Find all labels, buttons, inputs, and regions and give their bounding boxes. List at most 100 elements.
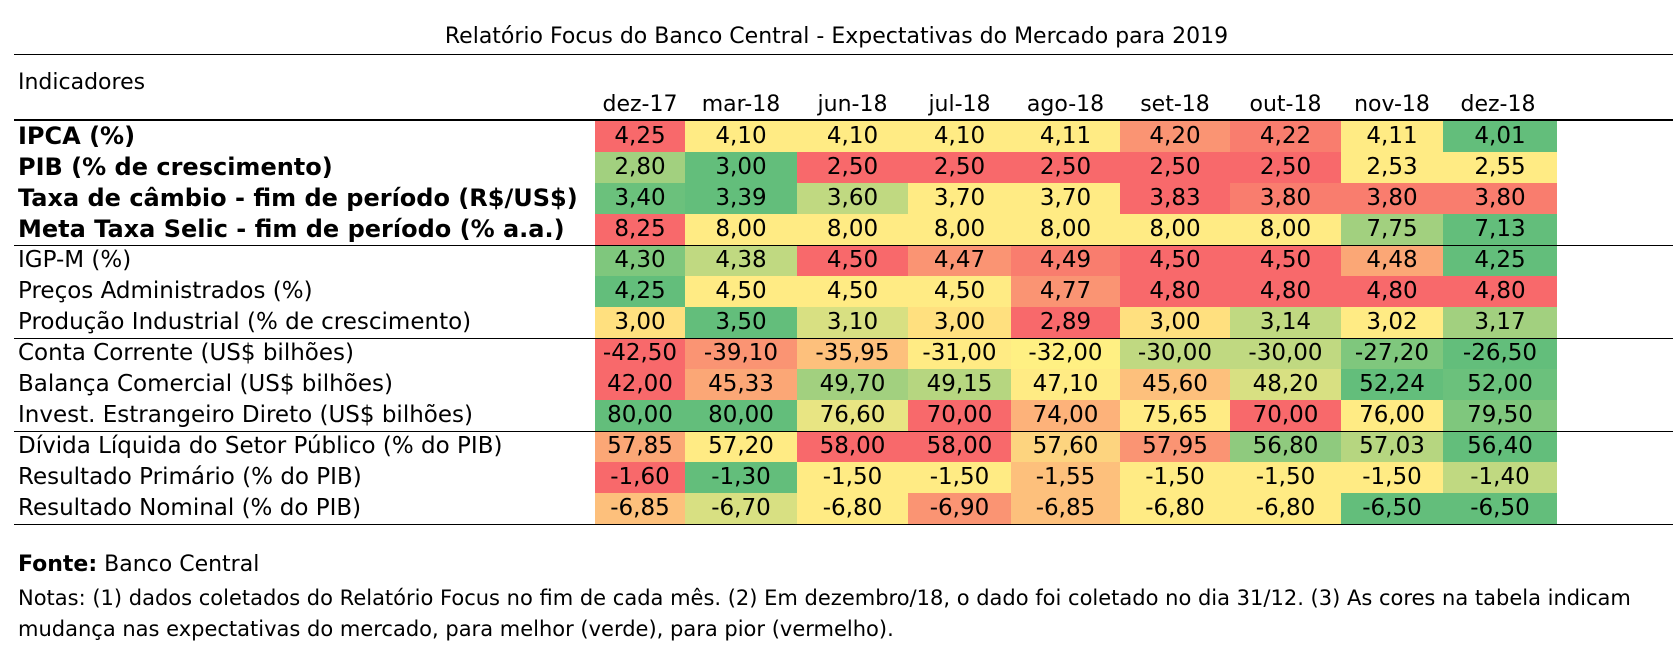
table-cell: 75,65 xyxy=(1120,400,1230,431)
table-cell: 57,95 xyxy=(1120,431,1230,462)
table-cell: 2,50 xyxy=(1011,152,1120,183)
table-cell: 8,00 xyxy=(1120,214,1230,245)
table-cell: 2,55 xyxy=(1443,152,1557,183)
table-cell: 58,00 xyxy=(797,431,908,462)
table-cell: 3,00 xyxy=(595,307,685,338)
table-cell: 57,03 xyxy=(1341,431,1443,462)
row-label: Preços Administrados (%) xyxy=(18,278,313,304)
table-cell: 8,00 xyxy=(685,214,797,245)
table-cell: 4,25 xyxy=(595,121,685,152)
row-label: Dívida Líquida do Setor Público (% do PI… xyxy=(18,433,503,459)
table-cell: 3,00 xyxy=(908,307,1011,338)
table-cell: 74,00 xyxy=(1011,400,1120,431)
source-label: Fonte: xyxy=(18,552,98,577)
column-header: nov-18 xyxy=(1354,92,1430,117)
table-cell: 2,89 xyxy=(1011,307,1120,338)
row-label: Taxa de câmbio - fim de período (R$/US$) xyxy=(18,184,578,212)
indicators-header: Indicadores xyxy=(18,70,146,95)
table-cell: 7,13 xyxy=(1443,214,1557,245)
table-cell: 52,24 xyxy=(1341,369,1443,400)
group-divider xyxy=(14,245,1673,246)
source-text: Banco Central xyxy=(97,552,260,577)
table-cell: 3,00 xyxy=(685,152,797,183)
table-cell: 4,10 xyxy=(797,121,908,152)
table-cell: 3,50 xyxy=(685,307,797,338)
table-cell: 4,25 xyxy=(595,276,685,307)
table-cell: 2,50 xyxy=(908,152,1011,183)
table-cell: -35,95 xyxy=(797,338,908,369)
table-cell: 8,00 xyxy=(908,214,1011,245)
table-cell: -1,50 xyxy=(1120,462,1230,493)
table-cell: 4,38 xyxy=(685,245,797,276)
table-cell: 4,80 xyxy=(1443,276,1557,307)
table-cell: -30,00 xyxy=(1120,338,1230,369)
table-cell: 3,70 xyxy=(1011,183,1120,214)
table-cell: 76,00 xyxy=(1341,400,1443,431)
table-cell: 70,00 xyxy=(1230,400,1341,431)
table-cell: -1,50 xyxy=(908,462,1011,493)
table-cell: -6,70 xyxy=(685,493,797,524)
table-cell: 4,10 xyxy=(908,121,1011,152)
table-cell: -6,85 xyxy=(1011,493,1120,524)
table-cell: 4,50 xyxy=(1230,245,1341,276)
column-header: jun-18 xyxy=(817,92,888,117)
table-cell: 52,00 xyxy=(1443,369,1557,400)
table-cell: 48,20 xyxy=(1230,369,1341,400)
table-cell: 42,00 xyxy=(595,369,685,400)
table-cell: 3,02 xyxy=(1341,307,1443,338)
table-cell: 4,50 xyxy=(797,276,908,307)
table-cell: 4,80 xyxy=(1230,276,1341,307)
table-cell: 4,25 xyxy=(1443,245,1557,276)
column-header: dez-17 xyxy=(602,92,678,117)
table-cell: 8,00 xyxy=(797,214,908,245)
table-cell: 57,60 xyxy=(1011,431,1120,462)
table-cell: 3,10 xyxy=(797,307,908,338)
table-cell: 3,39 xyxy=(685,183,797,214)
table-cell: 8,25 xyxy=(595,214,685,245)
table-cell: 4,10 xyxy=(685,121,797,152)
table-cell: 4,77 xyxy=(1011,276,1120,307)
row-label: IPCA (%) xyxy=(18,122,136,150)
table-cell: -6,90 xyxy=(908,493,1011,524)
table-cell: 4,80 xyxy=(1120,276,1230,307)
table-cell: 2,53 xyxy=(1341,152,1443,183)
column-header: out-18 xyxy=(1249,92,1322,117)
table-cell: 4,22 xyxy=(1230,121,1341,152)
table-cell: 49,70 xyxy=(797,369,908,400)
table-cell: 49,15 xyxy=(908,369,1011,400)
table-cell: -6,80 xyxy=(1120,493,1230,524)
table-cell: -6,85 xyxy=(595,493,685,524)
table-cell: -27,20 xyxy=(1341,338,1443,369)
table-cell: 3,00 xyxy=(1120,307,1230,338)
group-divider xyxy=(14,431,1673,432)
table-cell: -42,50 xyxy=(595,338,685,369)
table-cell: 2,50 xyxy=(1120,152,1230,183)
table-cell: 4,50 xyxy=(908,276,1011,307)
row-label: Resultado Primário (% do PIB) xyxy=(18,464,362,490)
table-cell: 76,60 xyxy=(797,400,908,431)
table-cell: -6,80 xyxy=(1230,493,1341,524)
table-cell: 4,11 xyxy=(1011,121,1120,152)
table-cell: 3,14 xyxy=(1230,307,1341,338)
row-label: Resultado Nominal (% do PIB) xyxy=(18,495,362,521)
row-label: IGP-M (%) xyxy=(18,247,132,273)
group-divider xyxy=(14,338,1673,339)
group-divider xyxy=(14,524,1673,525)
table-cell: -32,00 xyxy=(1011,338,1120,369)
table-cell: -6,50 xyxy=(1443,493,1557,524)
table-cell: -6,50 xyxy=(1341,493,1443,524)
page-title: Relatório Focus do Banco Central - Expec… xyxy=(444,24,1229,49)
table-cell: -39,10 xyxy=(685,338,797,369)
table-cell: 45,60 xyxy=(1120,369,1230,400)
row-label: Meta Taxa Selic - fim de período (% a.a.… xyxy=(18,215,565,243)
table-cell: -1,30 xyxy=(685,462,797,493)
table-cell: 80,00 xyxy=(685,400,797,431)
table-cell: 80,00 xyxy=(595,400,685,431)
table-cell: 57,85 xyxy=(595,431,685,462)
table-cell: -1,55 xyxy=(1011,462,1120,493)
table-cell: 8,00 xyxy=(1230,214,1341,245)
table-cell: 4,50 xyxy=(797,245,908,276)
table-cell: 4,80 xyxy=(1341,276,1443,307)
source-line: Fonte: Banco Central xyxy=(18,552,259,577)
table-cell: 45,33 xyxy=(685,369,797,400)
